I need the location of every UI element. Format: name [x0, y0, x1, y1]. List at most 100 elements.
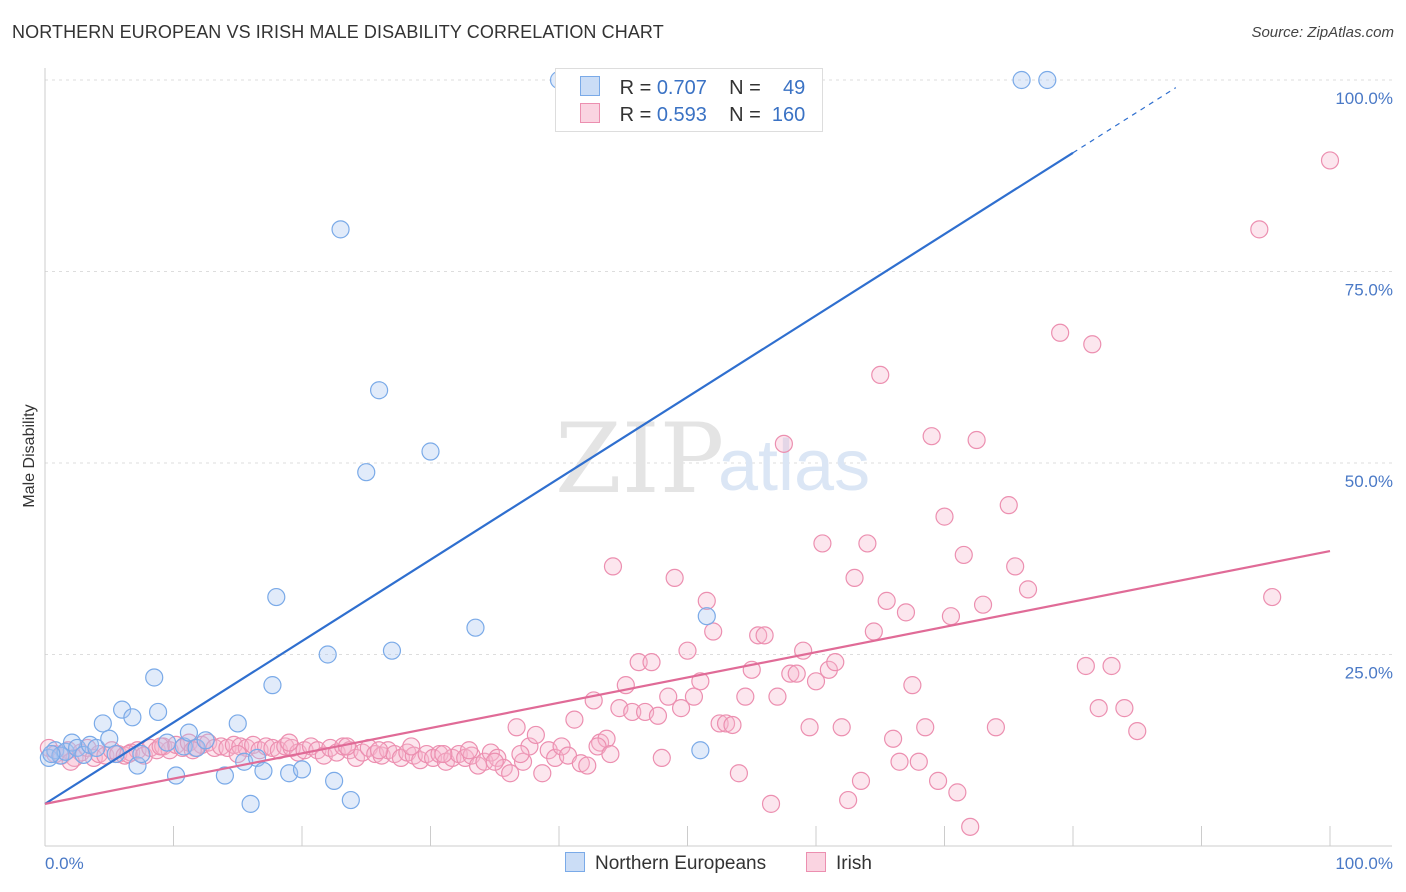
y-tick-label: 75.0%	[1345, 281, 1393, 300]
irish-point	[948, 783, 967, 802]
bottom-legend-swatch-blue	[565, 852, 585, 872]
irish-point	[871, 365, 890, 385]
irish-point	[434, 744, 453, 764]
bottom-legend-label: Irish	[836, 853, 872, 874]
northern-european-point	[56, 742, 75, 761]
northern-european-point	[254, 761, 273, 781]
x-tick-labels: 0.0% 100.0%	[45, 854, 1393, 873]
legend-n-label: N =	[729, 104, 761, 126]
legend-row-northern-europeans: R = 0.707 N = 49	[580, 76, 805, 100]
bottom-legend-northern-europeans: Northern Europeans	[565, 852, 766, 875]
irish-point	[858, 534, 877, 553]
irish-point	[691, 672, 710, 691]
northern-european-trend-extension	[1072, 87, 1177, 154]
irish-point	[280, 733, 299, 752]
northern-european-trend-line	[44, 151, 1074, 805]
northern-european-point	[241, 794, 260, 813]
irish-point	[768, 687, 787, 706]
watermark-atlas: atlas	[718, 426, 870, 506]
irish-point	[601, 744, 620, 764]
irish-point	[623, 702, 642, 722]
northern-european-point	[691, 741, 710, 760]
irish-point	[967, 430, 986, 450]
irish-point	[1089, 699, 1108, 718]
northern-european-point	[123, 708, 142, 727]
northern-european-point	[42, 744, 61, 764]
northern-european-point	[267, 587, 286, 607]
irish-point	[813, 534, 832, 553]
irish-point	[642, 653, 661, 672]
irish-point	[671, 699, 691, 718]
northern-european-point	[466, 618, 485, 637]
irish-point	[832, 718, 851, 737]
irish-point	[704, 622, 723, 641]
northern-european-point	[263, 676, 282, 695]
x-tick-label: 100.0%	[1335, 854, 1393, 873]
irish-point	[629, 653, 648, 672]
irish-point	[922, 427, 941, 446]
bottom-legend-label: Northern Europeans	[595, 853, 767, 874]
legend-n-label: N =	[729, 77, 761, 99]
legend-n-value: 160	[771, 104, 806, 126]
irish-point	[1250, 220, 1269, 239]
trend-lines	[44, 87, 1331, 805]
irish-point	[603, 557, 623, 576]
irish-point	[845, 568, 864, 588]
northern-european-point	[341, 790, 360, 810]
irish-point	[973, 595, 993, 614]
irish-point	[986, 718, 1006, 737]
northern-european-point	[697, 607, 716, 626]
irish-point	[999, 496, 1018, 515]
northern-european-point	[357, 463, 376, 482]
northern-european-point	[1012, 70, 1031, 90]
northern-european-point	[62, 733, 82, 752]
irish-point	[903, 676, 922, 695]
irish-point	[941, 607, 961, 626]
irish-point	[1018, 580, 1038, 599]
irish-point	[851, 771, 871, 790]
bottom-legend-swatch-pink	[806, 852, 826, 872]
irish-point	[533, 764, 552, 783]
irish-point	[552, 737, 571, 756]
irish-point	[665, 568, 684, 588]
northern-european-point	[318, 645, 337, 664]
irish-point	[402, 737, 421, 756]
irish-point	[526, 725, 545, 745]
legend-r-label: R =	[619, 104, 652, 126]
irish-point	[839, 790, 858, 810]
irish-point	[723, 715, 742, 735]
northern-european-point	[179, 723, 199, 742]
northern-european-point	[87, 738, 106, 758]
northern-european-point	[128, 756, 147, 775]
irish-point	[370, 741, 389, 760]
northern-european-point	[148, 702, 168, 722]
legend-swatch-blue	[580, 76, 600, 96]
irish-point	[954, 545, 973, 565]
irish-point	[1128, 721, 1147, 741]
y-tick-label: 25.0%	[1345, 664, 1393, 683]
northern-european-point	[325, 771, 344, 790]
northern-european-point	[166, 766, 186, 785]
irish-point	[761, 794, 781, 813]
irish-points	[39, 151, 1340, 836]
legend-n-value: 49	[783, 77, 806, 99]
irish-point	[896, 603, 916, 622]
northern-european-point	[1038, 70, 1057, 90]
y-tick-labels: 25.0% 50.0% 75.0% 100.0%	[1335, 89, 1393, 683]
northern-european-point	[196, 731, 215, 750]
irish-point	[501, 764, 520, 783]
irish-point	[916, 718, 935, 737]
irish-point	[787, 664, 806, 683]
irish-point	[909, 752, 928, 771]
irish-point	[578, 756, 597, 775]
irish-point	[507, 718, 526, 737]
northern-european-point	[331, 220, 350, 239]
irish-point	[684, 687, 704, 706]
irish-point	[459, 741, 479, 760]
irish-point	[1115, 699, 1134, 718]
northern-european-point	[292, 760, 312, 779]
northern-european-point	[421, 442, 440, 461]
bottom-legend-irish: Irish	[806, 852, 872, 875]
irish-point	[1076, 656, 1095, 676]
